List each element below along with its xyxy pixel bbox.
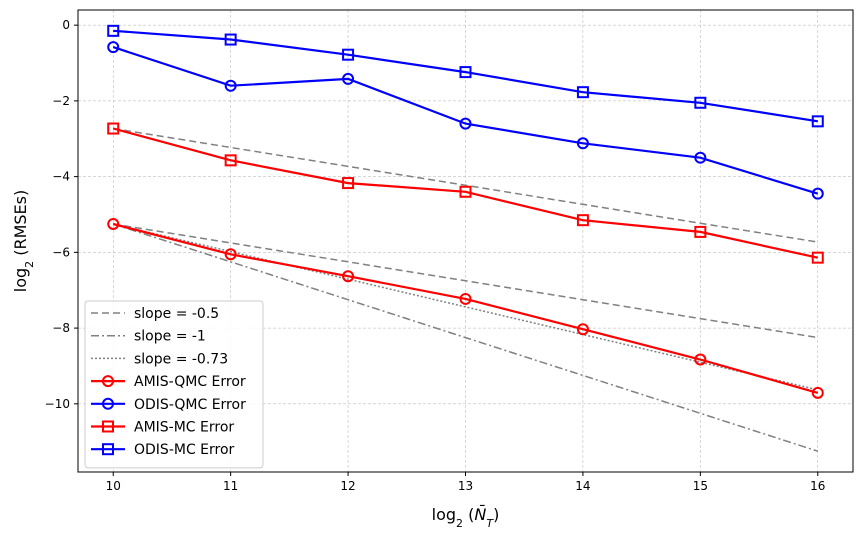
series-line bbox=[113, 223, 818, 391]
series-4 bbox=[107, 217, 824, 399]
series-3 bbox=[113, 223, 818, 391]
series-line bbox=[113, 127, 818, 243]
legend-label: AMIS-MC Error bbox=[134, 420, 234, 436]
legend-item: slope = -0.73 bbox=[91, 351, 228, 367]
series-line bbox=[112, 222, 819, 394]
legend-box bbox=[84, 300, 264, 469]
x-axis-label: log2 (N̄T) bbox=[432, 505, 500, 530]
data-point bbox=[342, 177, 355, 190]
y-axis-label: log2 (RMSEs) bbox=[11, 190, 36, 292]
legend-label: ODIS-QMC Error bbox=[134, 397, 246, 413]
data-point bbox=[694, 96, 707, 109]
legend-item: ODIS-MC Error bbox=[91, 442, 235, 458]
series-line bbox=[112, 127, 819, 259]
data-point bbox=[107, 122, 120, 135]
series-5 bbox=[107, 41, 824, 200]
data-point bbox=[224, 33, 237, 46]
data-point bbox=[459, 185, 472, 198]
data-point bbox=[811, 115, 824, 128]
data-point bbox=[342, 48, 355, 61]
legend-item: AMIS-QMC Error bbox=[91, 374, 246, 390]
legend-label: slope = -0.5 bbox=[134, 306, 219, 322]
data-point bbox=[224, 79, 237, 92]
y-tick-label: 0 bbox=[62, 18, 70, 32]
y-tick-label: −2 bbox=[52, 94, 70, 108]
data-point bbox=[576, 137, 589, 150]
data-point bbox=[107, 217, 120, 230]
x-tick-label: 10 bbox=[106, 479, 121, 493]
data-point bbox=[811, 251, 824, 264]
data-point bbox=[811, 187, 824, 200]
legend-marker bbox=[102, 443, 114, 456]
data-point bbox=[576, 86, 589, 99]
data-point bbox=[459, 66, 472, 79]
series-line bbox=[112, 223, 819, 452]
y-tick-label: −8 bbox=[52, 321, 70, 335]
series-line bbox=[113, 29, 818, 123]
legend-item: slope = -1 bbox=[91, 329, 206, 345]
legend-label: AMIS-QMC Error bbox=[134, 374, 246, 390]
x-tick-label: 16 bbox=[810, 479, 825, 493]
x-tick-label: 13 bbox=[458, 479, 473, 493]
data-point bbox=[576, 323, 589, 336]
series-lines bbox=[107, 24, 824, 452]
data-point bbox=[811, 386, 824, 399]
legend-item: ODIS-QMC Error bbox=[91, 397, 246, 413]
data-point bbox=[342, 270, 355, 283]
legend-item: slope = -0.5 bbox=[91, 306, 219, 322]
data-point bbox=[694, 225, 707, 238]
series-2 bbox=[112, 223, 819, 452]
legend-label: slope = -0.73 bbox=[134, 351, 228, 367]
y-tick-label: −10 bbox=[45, 397, 70, 411]
data-point bbox=[694, 151, 707, 164]
x-tick-label: 11 bbox=[223, 479, 238, 493]
y-tick-label: −4 bbox=[52, 170, 70, 184]
legend-item: AMIS-MC Error bbox=[91, 420, 234, 436]
data-point bbox=[342, 72, 355, 85]
legend-label: ODIS-MC Error bbox=[134, 442, 235, 458]
data-point bbox=[224, 248, 237, 261]
data-point bbox=[459, 117, 472, 130]
series-1 bbox=[113, 223, 818, 339]
data-point bbox=[107, 24, 120, 37]
series-0 bbox=[113, 127, 818, 243]
legend-marker bbox=[102, 375, 114, 388]
x-axis-label-var: N̄ bbox=[474, 505, 486, 524]
series-6 bbox=[107, 122, 824, 264]
data-point bbox=[459, 292, 472, 305]
data-point bbox=[107, 41, 120, 54]
axis-ticks: 10 11 12 13 14 15 16 0 −2 −4 −6 −8 −10 bbox=[45, 18, 826, 493]
x-tick-label: 15 bbox=[693, 479, 708, 493]
data-point bbox=[694, 353, 707, 366]
x-tick-label: 14 bbox=[575, 479, 590, 493]
legend-marker bbox=[102, 420, 114, 433]
series-line bbox=[112, 46, 819, 195]
data-point bbox=[576, 214, 589, 227]
grid-lines bbox=[78, 10, 853, 472]
legend-label: slope = -1 bbox=[134, 329, 206, 345]
legend: slope = -0.5 slope = -1 slope = -0.73 AMIS-… bbox=[84, 300, 264, 469]
y-tick-label: −6 bbox=[52, 245, 70, 259]
legend-marker bbox=[102, 397, 114, 410]
data-point bbox=[224, 154, 237, 167]
x-tick-label: 12 bbox=[340, 479, 355, 493]
series-7 bbox=[107, 24, 824, 128]
series-line bbox=[113, 223, 818, 339]
